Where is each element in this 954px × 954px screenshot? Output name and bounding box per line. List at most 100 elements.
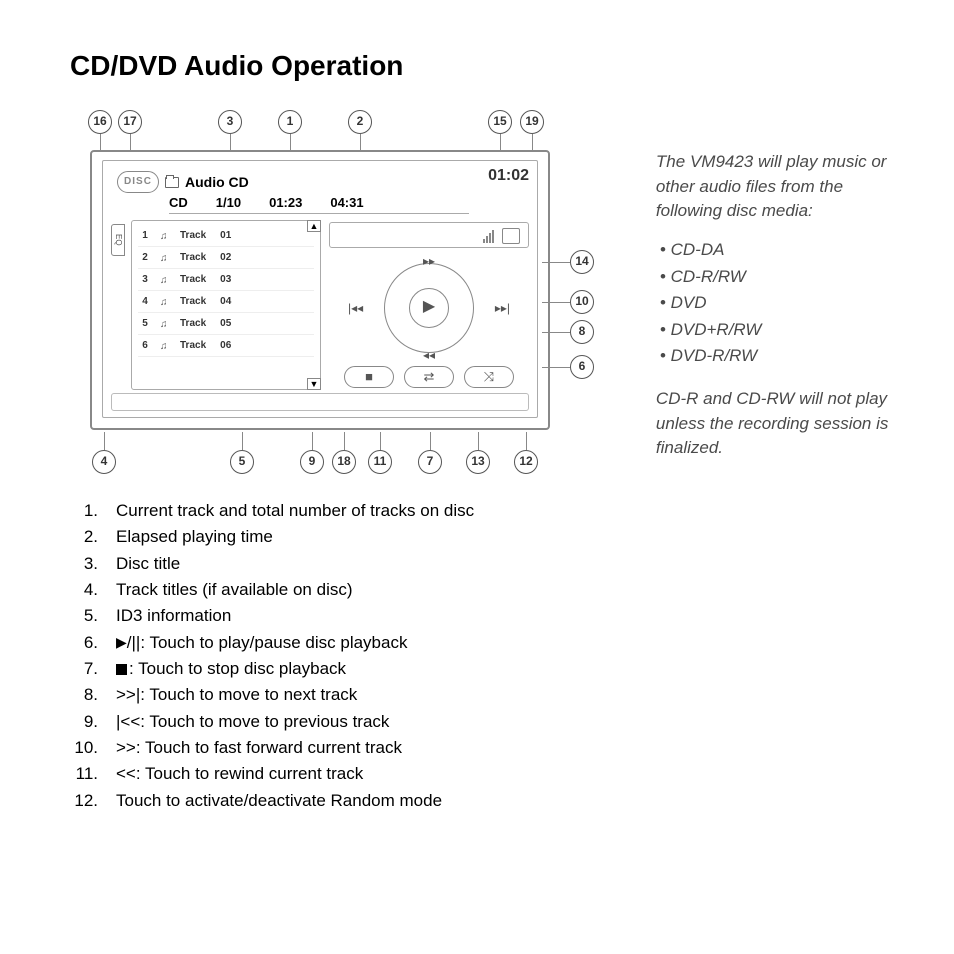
callouts-bottom: 459181171312 — [70, 434, 596, 474]
legend-number: 2. — [70, 524, 98, 550]
folder-icon — [165, 177, 179, 188]
media-type: CD — [169, 195, 188, 210]
track-index: 3 — [138, 274, 152, 285]
main-area: EQ ▲ 1Track012Track023Track034Track045Tr… — [111, 220, 529, 390]
track-number: 02 — [220, 252, 231, 263]
disc-title: Audio CD — [185, 174, 249, 190]
legend-row: 7.: Touch to stop disc playback — [70, 656, 596, 682]
track-row[interactable]: 4Track04 — [138, 291, 314, 313]
legend-row: 4.Track titles (if available on disc) — [70, 577, 596, 603]
header-bar: DISC Audio CD — [117, 171, 529, 193]
music-note-icon — [160, 297, 170, 307]
legend-text: Disc title — [116, 551, 180, 577]
track-index: 6 — [138, 340, 152, 351]
header-info-line: CD 1/10 01:23 04:31 — [169, 195, 469, 214]
callout-bubble: 1 — [278, 110, 302, 134]
callout-bubble: 12 — [514, 450, 538, 474]
callout-bubble: 4 — [92, 450, 116, 474]
media-list: CD-DACD-R/RWDVDDVD+R/RWDVD-R/RW — [656, 238, 904, 369]
track-list: ▲ 1Track012Track023Track034Track045Track… — [131, 220, 321, 390]
callouts-top: 16173121519 — [70, 110, 596, 150]
repeat-button[interactable]: ⇄ — [404, 366, 454, 388]
legend-number: 11. — [70, 761, 98, 787]
eq-button[interactable]: EQ — [111, 224, 125, 256]
legend-row: 12.Touch to activate/deactivate Random m… — [70, 788, 596, 814]
diagram-column: 16173121519 01:02 DISC Audio CD CD 1/10 … — [70, 110, 596, 814]
legend-row: 6.▶/||: Touch to play/pause disc playbac… — [70, 630, 596, 656]
callout-bubble: 9 — [300, 450, 324, 474]
music-note-icon — [160, 253, 170, 263]
play-button[interactable]: ▶ — [409, 288, 449, 328]
track-row[interactable]: 2 Track 02 — [138, 247, 314, 269]
callout-bubble: 2 — [348, 110, 372, 134]
track-row[interactable]: 5Track05 — [138, 313, 314, 335]
prev-track-button[interactable]: |◂◂ — [348, 301, 363, 315]
legend-row: 3. Disc title — [70, 551, 596, 577]
legend-text: <<: Touch to rewind current track — [116, 761, 363, 787]
legend-number: 3. — [70, 551, 98, 577]
callout-bubble: 13 — [466, 450, 490, 474]
music-note-icon — [160, 319, 170, 329]
callout-bubble: 17 — [118, 110, 142, 134]
callout-bubble: 18 — [332, 450, 356, 474]
fast-forward-button[interactable]: ▸▸ — [423, 254, 435, 268]
legend-number: 1. — [70, 498, 98, 524]
disc-icon: DISC — [117, 171, 159, 193]
legend-text: >>: Touch to fast forward current track — [116, 735, 402, 761]
music-note-icon — [160, 231, 170, 241]
track-row[interactable]: 3Track03 — [138, 269, 314, 291]
stop-button[interactable]: ■ — [344, 366, 394, 388]
callout-bubble: 6 — [570, 355, 594, 379]
track-label: Track — [180, 252, 206, 263]
page-title: CD/DVD Audio Operation — [70, 50, 904, 82]
callout-bubble: 19 — [520, 110, 544, 134]
scroll-down-button[interactable]: ▼ — [307, 378, 321, 390]
track-number: 05 — [220, 318, 231, 329]
legend-text: Touch to activate/deactivate Random mode — [116, 788, 442, 814]
content-row: 16173121519 01:02 DISC Audio CD CD 1/10 … — [70, 110, 904, 814]
track-label: Track — [180, 230, 206, 241]
dpad-control: ▶ ▸▸ ◂◂ |◂◂ ▸▸| — [354, 258, 504, 358]
legend-text: ID3 information — [116, 603, 231, 629]
track-index: 5 — [138, 318, 152, 329]
next-track-button[interactable]: ▸▸| — [495, 301, 510, 315]
scroll-up-button[interactable]: ▲ — [307, 220, 321, 232]
legend-number: 5. — [70, 603, 98, 629]
play-icon: ▶ — [116, 632, 127, 654]
callout-bubble: 16 — [88, 110, 112, 134]
callout-bubble: 8 — [570, 320, 594, 344]
legend-row: 2. Elapsed playing time — [70, 524, 596, 550]
legend-text: ▶/||: Touch to play/pause disc playback — [116, 630, 407, 656]
legend-number: 7. — [70, 656, 98, 682]
track-label: Track — [180, 274, 206, 285]
device-outline: 01:02 DISC Audio CD CD 1/10 01:23 04:31 … — [90, 150, 550, 430]
track-index: 4 — [138, 296, 152, 307]
track-row[interactable]: 1Track01 — [138, 225, 314, 247]
track-label: Track — [180, 340, 206, 351]
legend-row: 9.|<<: Touch to move to previous track — [70, 709, 596, 735]
rewind-button[interactable]: ◂◂ — [423, 348, 435, 362]
right-controls: ▶ ▸▸ ◂◂ |◂◂ ▸▸| ■ ⇄ ⤨ — [329, 220, 529, 390]
stop-icon — [116, 664, 127, 675]
track-number: 06 — [220, 340, 231, 351]
legend-row: 8.>>|: Touch to move to next track — [70, 682, 596, 708]
music-note-icon — [160, 275, 170, 285]
legend-number: 9. — [70, 709, 98, 735]
track-row[interactable]: 6 Track 06 — [138, 335, 314, 357]
media-list-item: DVD-R/RW — [660, 344, 904, 369]
sidebar-note: The VM9423 will play music or other audi… — [656, 110, 904, 475]
callout-bubble: 14 — [570, 250, 594, 274]
callout-bubble: 10 — [570, 290, 594, 314]
music-note-icon — [160, 341, 170, 351]
legend-text: >>|: Touch to move to next track — [116, 682, 357, 708]
legend-row: 1.Current track and total number of trac… — [70, 498, 596, 524]
sidebar-footnote: CD-R and CD-RW will not play unless the … — [656, 387, 904, 461]
sidebar-intro: The VM9423 will play music or other audi… — [656, 150, 904, 224]
media-list-item: DVD+R/RW — [660, 318, 904, 343]
id3-info-bar — [111, 393, 529, 411]
legend-text: Elapsed playing time — [116, 524, 273, 550]
legend-row: 10.>>: Touch to fast forward current tra… — [70, 735, 596, 761]
track-index: 2 — [138, 252, 152, 263]
shuffle-button[interactable]: ⤨ — [464, 366, 514, 388]
track-number: 04 — [220, 296, 231, 307]
